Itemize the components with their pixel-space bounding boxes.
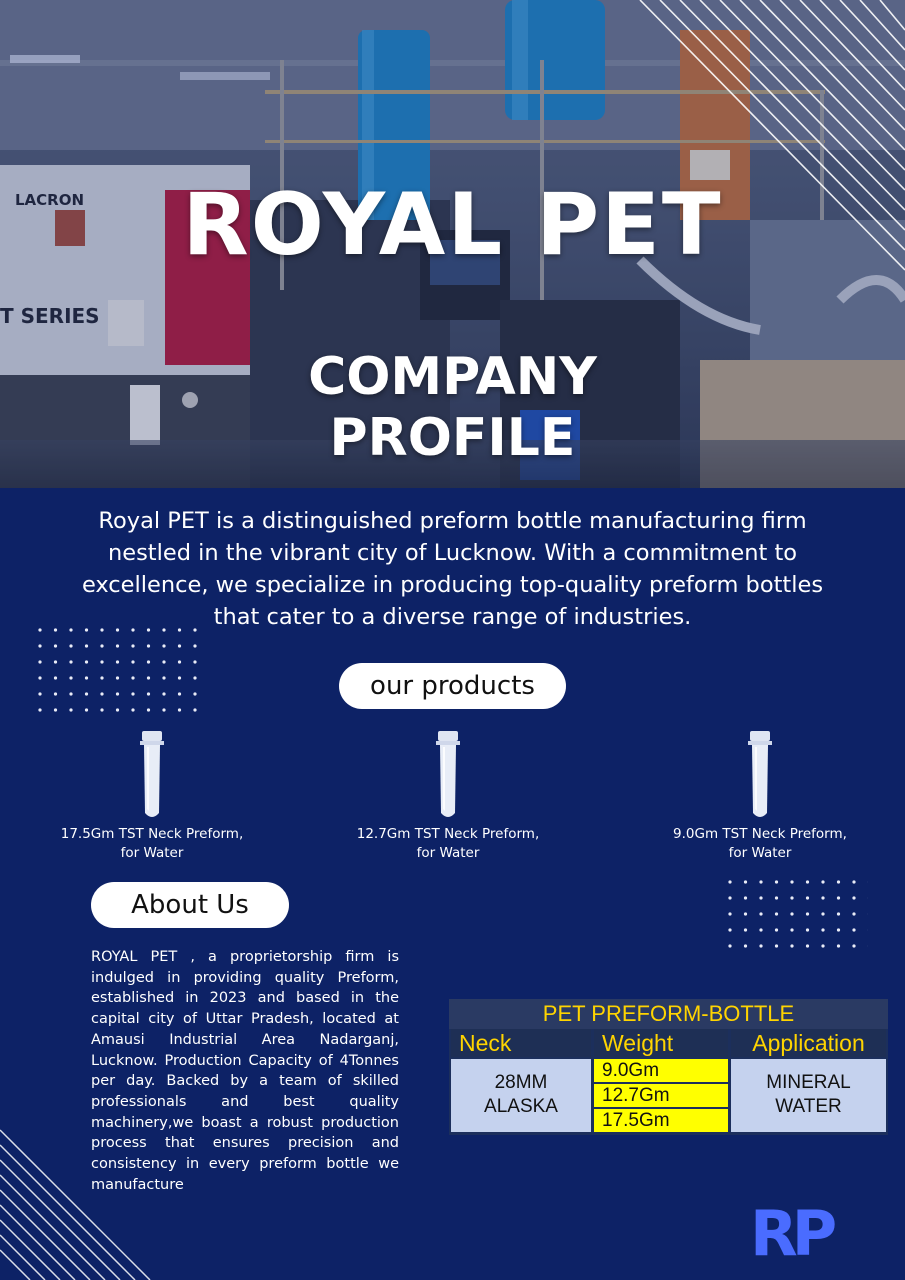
factory-photo: LACRON T SERIES [0, 0, 905, 488]
cell-application: MINERAL WATER [731, 1059, 886, 1132]
product-use: for Water [120, 845, 184, 861]
dot-pattern-right [728, 880, 868, 960]
preform-bottle-icon [140, 731, 164, 817]
product-use: for Water [416, 845, 480, 861]
product-name: 17.5Gm TST Neck Preform, [60, 826, 244, 842]
header-weight: Weight [594, 1029, 728, 1057]
about-us-paragraph: ROYAL PET , a proprietorship firm is ind… [91, 949, 399, 1193]
intro-paragraph: Royal PET is a distinguished preform bot… [81, 508, 824, 630]
rp-logo: RP [750, 1203, 841, 1263]
product-card: 12.7Gm TST Neck Preform, for Water [318, 729, 578, 863]
dot-pattern-left [38, 628, 198, 718]
brand-title: ROYAL PET [182, 175, 723, 275]
cell-weight: 12.7Gm [594, 1084, 728, 1107]
our-products-heading: our products [339, 663, 566, 709]
product-card: 9.0Gm TST Neck Preform, for Water [630, 729, 890, 863]
cell-weight: 9.0Gm [594, 1059, 728, 1082]
header-neck: Neck [451, 1029, 591, 1057]
profile-title-line1: COMPANY [308, 347, 597, 407]
spec-table-title: PET PREFORM-BOTTLE [449, 999, 888, 1029]
logo-text: RP [750, 1203, 835, 1263]
preform-bottle-icon [748, 731, 772, 817]
cell-weight: 17.5Gm [594, 1109, 728, 1132]
about-us-heading: About Us [91, 882, 289, 928]
profile-title-line2: PROFILE [329, 408, 576, 468]
product-use: for Water [728, 845, 792, 861]
decorative-lines-top-right [639, 0, 905, 271]
neck-line2: ALASKA [484, 1096, 558, 1117]
decorative-lines-bottom-left [0, 1129, 151, 1280]
machine-series-text: T SERIES [0, 304, 100, 328]
hero-banner: LACRON T SERIES [0, 0, 905, 488]
preform-bottle-icon [436, 731, 460, 817]
cell-neck: 28MM ALASKA [451, 1059, 591, 1132]
neck-line1: 28MM [494, 1072, 548, 1093]
spec-table: PET PREFORM-BOTTLE Neck Weight Applicati… [449, 999, 888, 1135]
machine-brand-text: LACRON [15, 191, 84, 209]
product-name: 9.0Gm TST Neck Preform, [673, 826, 847, 842]
application-line1: MINERAL [766, 1072, 851, 1093]
header-application: Application [731, 1029, 886, 1057]
application-line2: WATER [775, 1096, 842, 1117]
product-name: 12.7Gm TST Neck Preform, [356, 826, 540, 842]
product-card: 17.5Gm TST Neck Preform, for Water [22, 729, 282, 863]
